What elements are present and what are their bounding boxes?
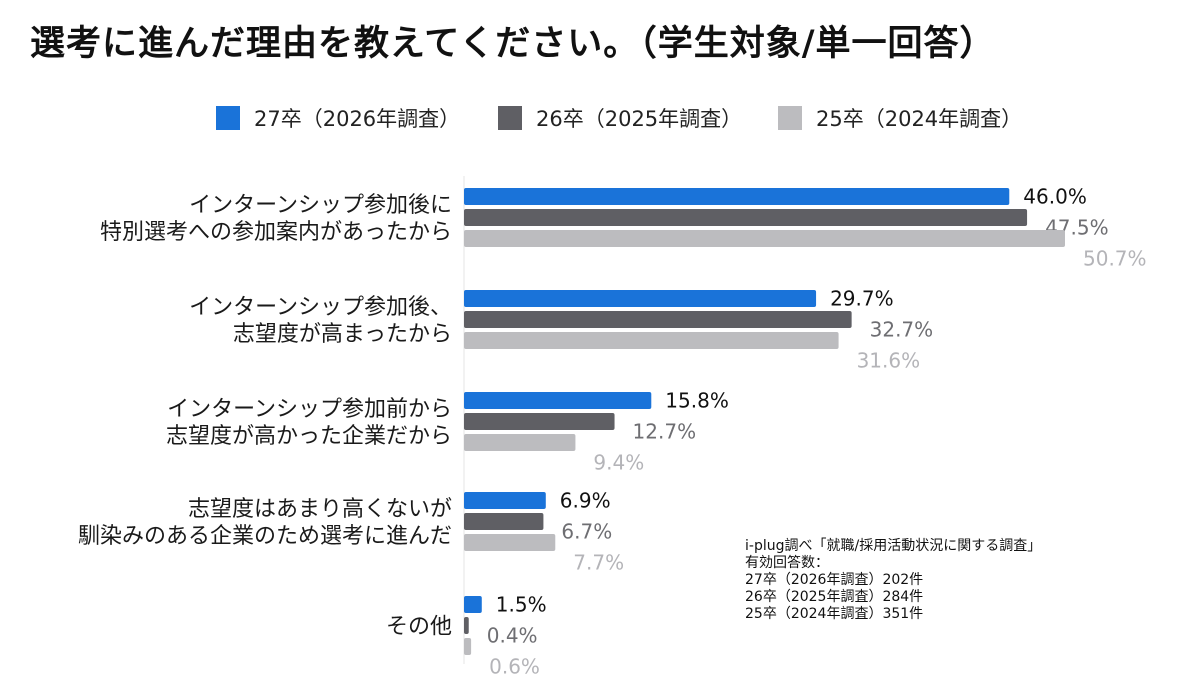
category-label: 特別選考への参加案内があったから — [100, 220, 452, 245]
legend-item-27: 27卒（2026年調査） — [216, 98, 460, 138]
bar-26-cat-4 — [464, 617, 469, 634]
chart-title: 選考に進んだ理由を教えてください。（学生対象/単一回答） — [30, 24, 996, 64]
bar-27-cat-3 — [464, 492, 546, 509]
bar-27-cat-1 — [464, 290, 817, 307]
bar-27-cat-4 — [464, 596, 482, 613]
category-label: インターンシップ参加前から — [167, 397, 452, 422]
data-label: 0.4% — [487, 624, 538, 648]
data-label: 9.4% — [593, 451, 644, 475]
bar-27-cat-0 — [464, 188, 1010, 205]
data-label: 46.0% — [1023, 185, 1087, 209]
source-note: i-plug調べ「就職/採用活動状況に関する調査」 有効回答数： 27卒（202… — [745, 538, 1041, 623]
category-label: 志望度が高かった企業だから — [166, 424, 452, 449]
source-note-line: 26卒（2025年調査）284件 — [745, 589, 924, 605]
legend-item-26: 26卒（2025年調査） — [498, 98, 742, 138]
data-label: 7.7% — [573, 551, 624, 575]
bar-25-cat-2 — [464, 434, 576, 451]
bar-26-cat-3 — [464, 513, 544, 530]
data-label: 12.7% — [633, 420, 697, 444]
category-label: 志望度はあまり高くないが — [188, 497, 452, 522]
chart-legend: 27卒（2026年調査） 26卒（2025年調査） 25卒（2024年調査） — [0, 98, 1200, 138]
data-label: 15.8% — [665, 389, 729, 413]
legend-item-25: 25卒（2024年調査） — [778, 98, 1022, 138]
legend-label-26: 26卒（2025年調査） — [536, 107, 743, 131]
source-note-line: i-plug調べ「就職/採用活動状況に関する調査」 — [745, 538, 1042, 554]
data-label: 50.7% — [1083, 247, 1147, 271]
category-label: 馴染みのある企業のため選考に進んだ — [78, 524, 452, 549]
legend-label-25: 25卒（2024年調査） — [816, 107, 1023, 131]
legend-swatch-25 — [778, 106, 802, 130]
data-label: 31.6% — [857, 349, 921, 373]
category-label: インターンシップ参加後に — [189, 193, 452, 218]
bar-26-cat-2 — [464, 413, 615, 430]
legend-label-27: 27卒（2026年調査） — [254, 107, 461, 131]
bar-27-cat-2 — [464, 392, 652, 409]
category-label: インターンシップ参加後、 — [189, 295, 452, 320]
bar-26-cat-1 — [464, 311, 852, 328]
category-label: その他 — [386, 615, 452, 640]
category-label: 志望度が高まったから — [233, 322, 452, 347]
legend-swatch-26 — [498, 106, 522, 130]
bar-25-cat-0 — [464, 230, 1065, 247]
bar-25-cat-1 — [464, 332, 839, 349]
legend-swatch-27 — [216, 106, 240, 130]
data-label: 0.6% — [489, 655, 540, 678]
source-note-line: 有効回答数： — [745, 555, 829, 571]
bar-25-cat-4 — [464, 638, 472, 655]
data-label: 6.7% — [561, 520, 612, 544]
bar-25-cat-3 — [464, 534, 556, 551]
data-label: 29.7% — [830, 287, 894, 311]
data-label: 1.5% — [496, 593, 547, 617]
source-note-line: 27卒（2026年調査）202件 — [745, 572, 924, 588]
source-note-line: 25卒（2024年調査）351件 — [745, 606, 924, 622]
data-label: 32.7% — [870, 318, 934, 342]
data-label: 6.9% — [560, 489, 611, 513]
bar-26-cat-0 — [464, 209, 1028, 226]
